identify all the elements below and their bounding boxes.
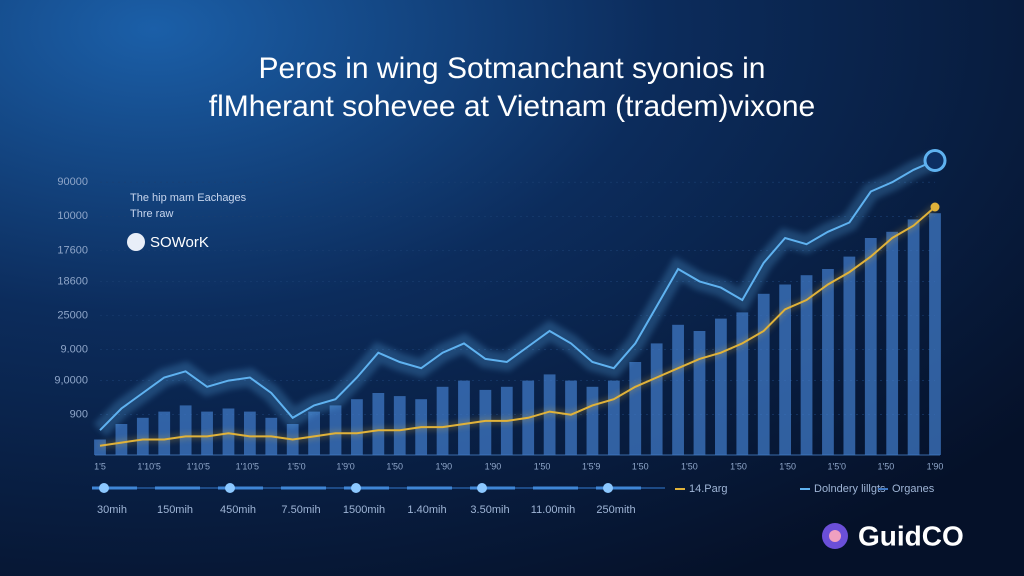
slider-label: 250mith (596, 504, 635, 516)
bar (650, 343, 663, 455)
bar (629, 362, 642, 455)
bar (779, 284, 792, 455)
bar (864, 238, 877, 455)
legend-label: Organes (892, 483, 935, 495)
bar (308, 411, 320, 455)
inset-legend: Thre raw (130, 208, 173, 220)
bar (393, 396, 406, 455)
bar (907, 219, 920, 455)
slider-label: 1500mih (343, 504, 385, 516)
slider-knob (351, 483, 361, 493)
y-tick-label: 25000 (57, 309, 88, 321)
bar (565, 380, 577, 455)
bar (458, 380, 470, 455)
x-tick-label: 1'50 (878, 461, 895, 471)
bar (158, 411, 171, 455)
slider-label: 11.00mih (531, 504, 575, 516)
line-end (930, 202, 940, 212)
x-tick-label: 1'5'9 (582, 461, 600, 471)
y-tick-label: 90000 (57, 176, 88, 188)
bar (800, 275, 813, 455)
slider-knob (225, 483, 235, 493)
bar (607, 380, 620, 455)
slider-label: 7.50mih (281, 504, 320, 516)
slider-label: 3.50mih (470, 504, 509, 516)
bar (115, 424, 128, 455)
slider-label: 30mih (97, 504, 127, 516)
bar (179, 405, 192, 455)
inset-brand: SOWorK (150, 234, 209, 251)
line (99, 159, 936, 431)
x-tick-label: 1'50 (681, 461, 698, 471)
slider-knob (603, 483, 613, 493)
x-tick-label: 1'5'0 (287, 461, 305, 471)
x-tick-label: 1'90 (485, 461, 502, 471)
slider-knob (99, 483, 109, 493)
inset-logo (127, 233, 145, 251)
x-tick-label: 1'5'0 (828, 461, 846, 471)
y-tick-label: 17600 (57, 244, 88, 256)
bar (843, 256, 856, 455)
y-tick-label: 9,0000 (54, 375, 88, 387)
bar (715, 318, 727, 455)
x-tick-label: 1'9'0 (336, 461, 354, 471)
bar (436, 386, 449, 455)
bar (136, 417, 149, 455)
x-tick-label: 1'50 (386, 461, 403, 471)
bar (929, 213, 941, 455)
x-tick-label: 1'50 (632, 461, 649, 471)
x-tick-label: 1'10'5 (236, 461, 259, 471)
legend-label: Dolndery lillgts (814, 483, 886, 495)
y-tick-label: 9.000 (60, 344, 88, 356)
chart-subtitle: flMherant sohevee at Vietnam (tradem)vix… (209, 90, 815, 123)
bar (586, 386, 599, 455)
legend-label: 14.Parg (689, 483, 728, 495)
bar (351, 399, 363, 455)
x-tick-label: 1'10'5 (137, 461, 160, 471)
brand: GuidCO (858, 520, 964, 551)
inset-legend: The hip mam Eachages (130, 192, 247, 204)
bar (672, 324, 684, 455)
bar (693, 331, 706, 455)
x-tick-label: 1'50 (730, 461, 747, 471)
slider-knob (477, 483, 487, 493)
x-tick-label: 1'90 (927, 461, 944, 471)
x-tick-label: 1'5 (94, 461, 106, 471)
bar (243, 411, 256, 455)
brand-logo-core (829, 530, 841, 542)
line (99, 206, 936, 447)
x-tick-label: 1'10'5 (187, 461, 210, 471)
x-tick-label: 1'90 (435, 461, 452, 471)
bar (886, 231, 899, 455)
chart-title: Peros in wing Sotmanchant syonios in (259, 52, 766, 85)
line-end (923, 149, 947, 172)
bar (757, 293, 770, 455)
bar (736, 312, 749, 455)
y-tick-label: 10000 (57, 210, 88, 222)
bar (94, 439, 106, 455)
x-tick-label: 1'50 (779, 461, 796, 471)
y-tick-label: 18600 (57, 275, 88, 287)
slider-label: 450mih (220, 504, 256, 516)
bar (372, 393, 385, 455)
slider-label: 1.40mih (407, 504, 446, 516)
x-tick-label: 1'50 (534, 461, 551, 471)
plot-area: 90000 10000 17600 18600 25000 9.000 9,0000 900 1… (54, 149, 947, 471)
bar (201, 411, 213, 455)
bar (822, 269, 834, 455)
y-tick-label: 900 (70, 409, 88, 421)
bar (329, 405, 342, 455)
slider-label: 150mih (157, 504, 193, 516)
